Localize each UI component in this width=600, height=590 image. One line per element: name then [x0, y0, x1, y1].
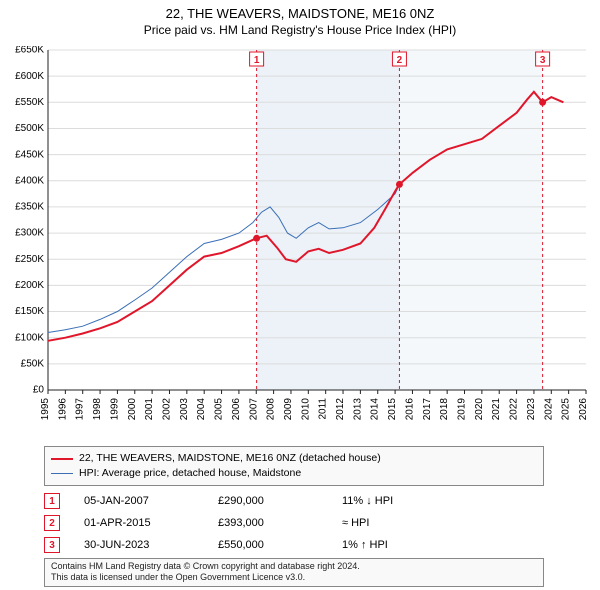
svg-text:1998: 1998 — [92, 398, 103, 421]
svg-text:2009: 2009 — [283, 398, 294, 421]
svg-text:£350K: £350K — [15, 202, 44, 213]
chart-svg: £0 £50K £100K £150K £200K £250K £300K £350K £400… — [6, 46, 594, 436]
svg-text:2001: 2001 — [144, 398, 155, 421]
svg-text:1996: 1996 — [57, 398, 68, 421]
legend-row-property: 22, THE WEAVERS, MAIDSTONE, ME16 0NZ (de… — [51, 451, 537, 466]
svg-text:2000: 2000 — [127, 398, 138, 421]
svg-text:1997: 1997 — [75, 398, 86, 421]
svg-text:1995: 1995 — [40, 398, 51, 421]
page-container: 22, THE WEAVERS, MAIDSTONE, ME16 0NZ Pri… — [0, 0, 600, 590]
svg-text:2015: 2015 — [387, 398, 398, 421]
legend-swatch-property — [51, 458, 73, 460]
svg-text:2024: 2024 — [543, 398, 554, 421]
svg-text:£300K: £300K — [15, 228, 44, 239]
sale-row: 2 01-APR-2015 £393,000 ≈ HPI — [44, 512, 544, 534]
svg-text:2017: 2017 — [422, 398, 433, 421]
attribution-line2: This data is licensed under the Open Gov… — [51, 572, 537, 583]
svg-text:£50K: £50K — [21, 358, 45, 369]
svg-text:2023: 2023 — [526, 398, 537, 421]
sale-row: 1 05-JAN-2007 £290,000 11% ↓ HPI — [44, 490, 544, 512]
sale-hpi-rel: 1% ↑ HPI — [342, 539, 492, 551]
sale-marker-box: 3 — [44, 537, 60, 553]
sale-hpi-rel: ≈ HPI — [342, 517, 492, 529]
sale-row: 3 30-JUN-2023 £550,000 1% ↑ HPI — [44, 534, 544, 556]
legend-swatch-hpi — [51, 473, 73, 474]
svg-text:2011: 2011 — [318, 398, 329, 420]
svg-text:3: 3 — [540, 55, 546, 66]
sale-date: 05-JAN-2007 — [84, 495, 204, 507]
svg-text:£400K: £400K — [15, 175, 44, 186]
svg-text:2021: 2021 — [491, 398, 502, 421]
sale-marker-box: 1 — [44, 493, 60, 509]
svg-text:£100K: £100K — [15, 332, 44, 343]
svg-text:1: 1 — [254, 55, 260, 66]
svg-text:£600K: £600K — [15, 71, 44, 82]
svg-text:2025: 2025 — [561, 398, 572, 421]
svg-text:2026: 2026 — [578, 398, 589, 421]
svg-text:2013: 2013 — [352, 398, 363, 421]
svg-text:2008: 2008 — [266, 398, 277, 421]
sale-marker-number: 2 — [49, 518, 55, 529]
svg-text:2010: 2010 — [300, 398, 311, 421]
chart: £0 £50K £100K £150K £200K £250K £300K £350K £400… — [6, 46, 594, 436]
legend: 22, THE WEAVERS, MAIDSTONE, ME16 0NZ (de… — [44, 446, 544, 486]
svg-text:2020: 2020 — [474, 398, 485, 421]
svg-text:2002: 2002 — [161, 398, 172, 421]
legend-label-hpi: HPI: Average price, detached house, Maid… — [79, 466, 301, 481]
svg-text:2003: 2003 — [179, 398, 190, 421]
svg-text:£250K: £250K — [15, 254, 44, 265]
legend-row-hpi: HPI: Average price, detached house, Maid… — [51, 466, 537, 481]
sale-date: 01-APR-2015 — [84, 517, 204, 529]
svg-text:2006: 2006 — [231, 398, 242, 421]
svg-text:£550K: £550K — [15, 97, 44, 108]
sale-price: £550,000 — [218, 539, 328, 551]
title-block: 22, THE WEAVERS, MAIDSTONE, ME16 0NZ Pri… — [0, 0, 600, 37]
legend-label-property: 22, THE WEAVERS, MAIDSTONE, ME16 0NZ (de… — [79, 451, 381, 466]
sale-price: £290,000 — [218, 495, 328, 507]
svg-text:2004: 2004 — [196, 398, 207, 421]
sale-hpi-rel: 11% ↓ HPI — [342, 495, 492, 507]
attribution-line1: Contains HM Land Registry data © Crown c… — [51, 561, 537, 572]
svg-text:£150K: £150K — [15, 306, 44, 317]
svg-text:2012: 2012 — [335, 398, 346, 421]
sale-marker-box: 2 — [44, 515, 60, 531]
svg-text:2019: 2019 — [457, 398, 468, 421]
svg-text:2014: 2014 — [370, 398, 381, 421]
sale-marker-number: 1 — [49, 496, 55, 507]
title-address: 22, THE WEAVERS, MAIDSTONE, ME16 0NZ — [0, 6, 600, 21]
svg-text:£200K: £200K — [15, 280, 44, 291]
sale-date: 30-JUN-2023 — [84, 539, 204, 551]
svg-text:2007: 2007 — [248, 398, 259, 421]
svg-text:2: 2 — [397, 55, 403, 66]
sale-price: £393,000 — [218, 517, 328, 529]
svg-text:£650K: £650K — [15, 46, 44, 56]
sale-marker-number: 3 — [49, 540, 55, 551]
sales-table: 1 05-JAN-2007 £290,000 11% ↓ HPI 2 01-AP… — [44, 490, 544, 556]
svg-text:2018: 2018 — [439, 398, 450, 421]
title-subtitle: Price paid vs. HM Land Registry's House … — [0, 23, 600, 37]
attribution: Contains HM Land Registry data © Crown c… — [44, 558, 544, 587]
svg-text:2005: 2005 — [214, 398, 225, 421]
svg-text:£450K: £450K — [15, 149, 44, 160]
svg-text:£500K: £500K — [15, 123, 44, 134]
svg-text:2022: 2022 — [509, 398, 520, 421]
svg-text:£0: £0 — [33, 385, 45, 396]
svg-text:1999: 1999 — [109, 398, 120, 421]
svg-text:2016: 2016 — [404, 398, 415, 421]
